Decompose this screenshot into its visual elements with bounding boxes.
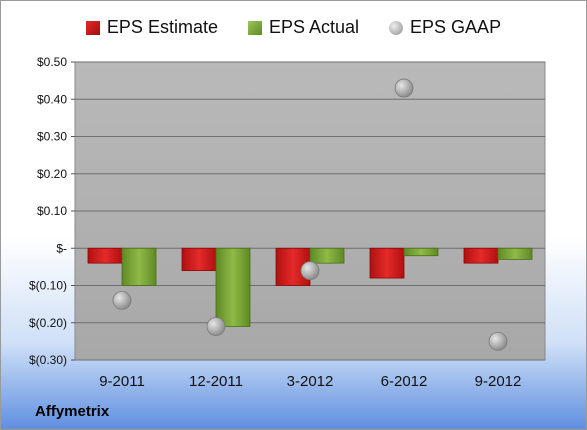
y-tick-label: $0.20: [37, 167, 67, 181]
y-tick-label: $(0.10): [29, 279, 67, 293]
legend-label-actual: EPS Actual: [268, 17, 360, 37]
x-tick-label: 9-2011: [99, 373, 145, 390]
y-tick-label: $0.10: [37, 204, 67, 218]
y-tick-label: $(0.30): [29, 353, 67, 367]
bar-eps-estimate: [181, 247, 217, 272]
bar-eps-actual: [403, 247, 439, 257]
x-axis-ticks: 9-2011 12-2011 3-2012 6-2012 9-2012: [99, 373, 521, 390]
marker-eps-gaap: [206, 317, 226, 336]
company-name: Affymetrix: [35, 403, 110, 420]
y-tick-label: $0.30: [37, 130, 67, 144]
bar-eps-estimate: [87, 247, 123, 264]
y-tick-label: $0.40: [37, 92, 67, 106]
legend-item-gaap: EPS GAAP: [389, 17, 501, 38]
bar-eps-actual: [215, 247, 251, 327]
legend-label-gaap: EPS GAAP: [410, 17, 502, 37]
marker-eps-gaap: [488, 331, 508, 351]
marker-eps-gaap: [112, 290, 132, 310]
legend: EPS Estimate EPS Actual EPS GAAP: [1, 17, 586, 38]
gaap-markers: [112, 78, 508, 351]
bar-eps-actual: [309, 247, 345, 264]
bar-eps-estimate: [369, 247, 405, 279]
legend-label-estimate: EPS Estimate: [106, 17, 218, 37]
legend-swatch-estimate: [85, 20, 100, 35]
x-tick-label: 9-2012: [475, 373, 522, 390]
x-tick-label: 3-2012: [287, 373, 334, 390]
marker-eps-gaap: [394, 78, 414, 98]
bar-eps-actual: [121, 247, 157, 286]
y-tick-label: $0.50: [37, 55, 67, 69]
y-tick-label: $-: [56, 241, 67, 255]
bar-eps-actual: [497, 247, 533, 260]
x-tick-label: 6-2012: [381, 373, 428, 390]
legend-item-actual: EPS Actual: [247, 17, 360, 38]
legend-item-estimate: EPS Estimate: [85, 17, 218, 38]
x-tick-label: 12-2011: [189, 373, 243, 390]
bars: [87, 247, 533, 327]
marker-eps-gaap: [300, 261, 320, 281]
legend-swatch-gaap: [389, 20, 404, 35]
bar-eps-estimate: [463, 247, 499, 264]
legend-swatch-actual: [247, 20, 262, 35]
y-tick-label: $(0.20): [29, 316, 67, 330]
y-axis-ticks: $0.50 $0.40 $0.30 $0.20 $0.10 $- $(0.10) $(0.20…: [29, 55, 75, 367]
